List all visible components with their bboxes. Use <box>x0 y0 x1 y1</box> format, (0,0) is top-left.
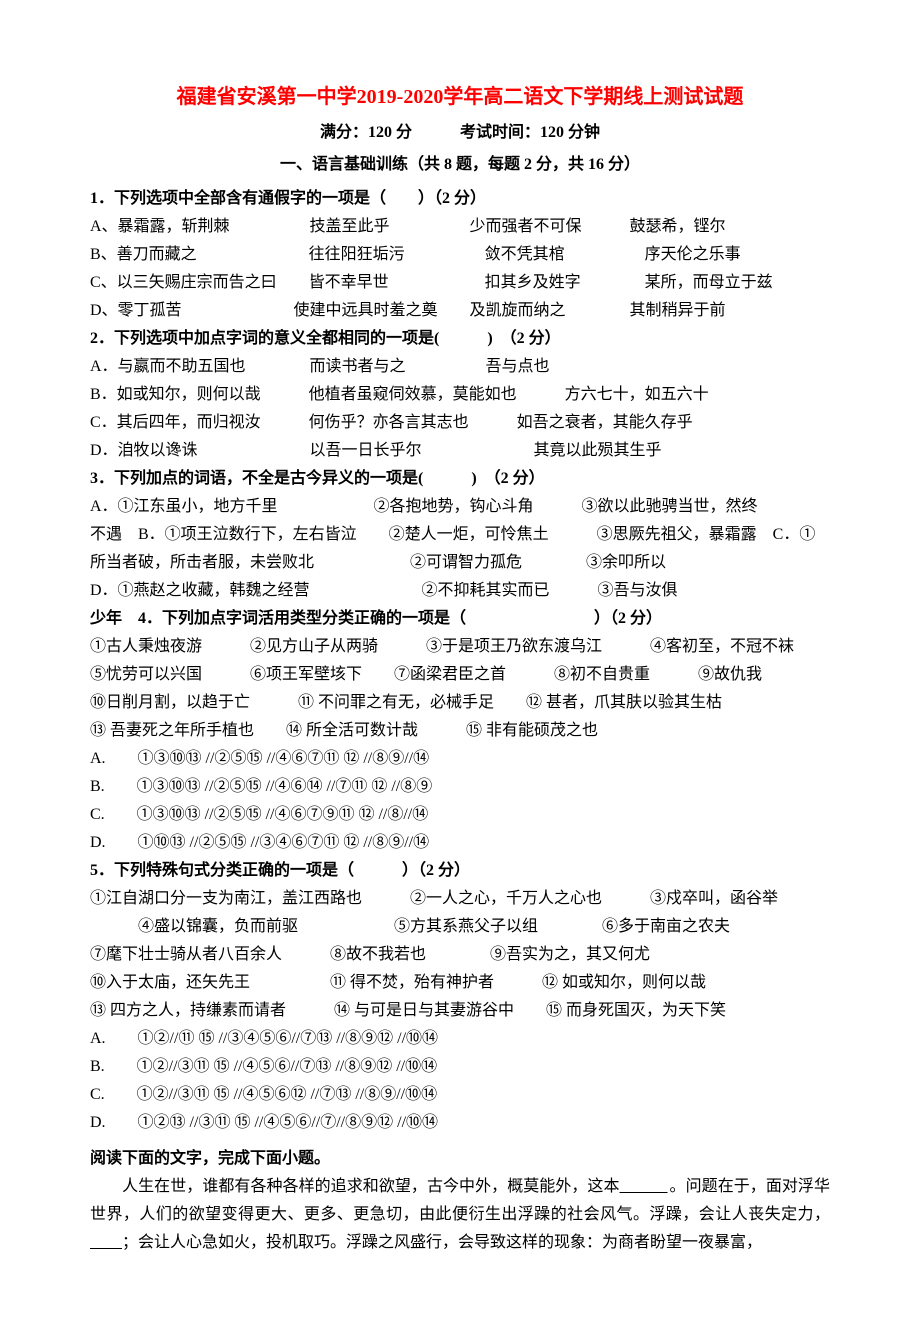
question-2: 2．下列选项中加点字词的意义全都相同的一项是( ) （2 分） A．与嬴而不助五… <box>90 325 830 465</box>
q4-option-c: C. ①③⑩⑬ //②⑤⑮ //④⑥⑦⑨⑪ ⑫ //⑧//⑭ <box>90 801 830 829</box>
q5-row2: ④盛以锦囊，负而前驱 ⑤方其系燕父子以组 ⑥多于南亩之农夫 <box>90 913 830 941</box>
passage-p1a: 人生在世，谁都有各种各样的追求和欲望，古今中外，概莫能外，这本 <box>90 1178 620 1195</box>
q4-stem: 少年 4．下列加点字词活用类型分类正确的一项是（ ）（2 分） <box>90 605 830 633</box>
question-4: 少年 4．下列加点字词活用类型分类正确的一项是（ ）（2 分） ①古人秉烛夜游 … <box>90 605 830 857</box>
q5-row5: ⑬ 四方之人，持缣素而请者 ⑭ 与可是日与其妻游谷中 ⑮ 而身死国灭，为天下笑 <box>90 997 830 1025</box>
blank-1 <box>620 1173 670 1201</box>
question-3: 3．下列加点的词语，不全是古今异义的一项是( ) （2 分） A．①江东虽小，地… <box>90 465 830 605</box>
q5-row4: ⑩入于太庙，还矢先王 ⑪ 得不焚，殆有神护者 ⑫ 如或知尔，则何以哉 <box>90 969 830 997</box>
passage-paragraph-1: 人生在世，谁都有各种各样的追求和欲望，古今中外，概莫能外，这本 。问题在于，面对… <box>90 1173 830 1257</box>
q1-option-c: C、以三矢赐庄宗而告之曰 皆不幸早世 扣其乡及姓字 某所，而母立于兹 <box>90 269 830 297</box>
blank-2 <box>90 1229 122 1257</box>
passage-p1c: ；会让人心急如火，投机取巧。浮躁之风盛行，会导致这样的现象：为商者盼望一夜暴富， <box>122 1234 762 1251</box>
q3-line4: D．①燕赵之收藏，韩魏之经营 ②不抑耗其实而已 ③吾与汝俱 <box>90 577 830 605</box>
q1-option-b: B、善刀而藏之 往往阳狂垢污 敛不凭其棺 序天伦之乐事 <box>90 241 830 269</box>
question-1: 1．下列选项中全部含有通假字的一项是（ ）（2 分） A、暴霜露，斩荆棘 技盖至… <box>90 185 830 325</box>
q4-row3: ⑩日削月割，以趋于亡 ⑪ 不问罪之有无，必械手足 ⑫ 甚者，爪其肤以验其生枯 <box>90 689 830 717</box>
q2-stem: 2．下列选项中加点字词的意义全都相同的一项是( ) （2 分） <box>90 325 830 353</box>
q2-option-c: C．其后四年，而归视汝 何伤乎？亦各言其志也 如吾之衰者，其能久存乎 <box>90 409 830 437</box>
q4-option-a: A. ①③⑩⑬ //②⑤⑮ //④⑥⑦⑪ ⑫ //⑧⑨//⑭ <box>90 745 830 773</box>
q5-option-c: C. ①②//③⑪ ⑮ //④⑤⑥⑫ //⑦⑬ //⑧⑨//⑩⑭ <box>90 1081 830 1109</box>
q1-option-d: D、零丁孤苦 使建中远具时羞之奠 及凯旋而纳之 其制稍异于前 <box>90 297 830 325</box>
passage-heading: 阅读下面的文字，完成下面小题。 <box>90 1145 830 1173</box>
q3-line1: A．①江东虽小，地方千里 ②各抱地势，钩心斗角 ③欲以此驰骋当世，然终 <box>90 493 830 521</box>
q4-row2: ⑤忧劳可以兴国 ⑥项王军壁垓下 ⑦函梁君臣之首 ⑧初不自贵重 ⑨故仇我 <box>90 661 830 689</box>
q1-option-a: A、暴霜露，斩荆棘 技盖至此乎 少而强者不可保 鼓瑟希，铿尔 <box>90 213 830 241</box>
q3-line2: 不遇 B．①项王泣数行下，左右皆泣 ②楚人一炬，可怜焦土 ③思厥先祖父，暴霜露 … <box>90 521 830 549</box>
q2-option-a: A．与嬴而不助五国也 而读书者与之 吾与点也 <box>90 353 830 381</box>
q5-option-b: B. ①②//③⑪ ⑮ //④⑤⑥//⑦⑬ //⑧⑨⑫ //⑩⑭ <box>90 1053 830 1081</box>
q4-row4: ⑬ 吾妻死之年所手植也 ⑭ 所全活可数计哉 ⑮ 非有能硕茂之也 <box>90 717 830 745</box>
question-5: 5．下列特殊句式分类正确的一项是（ ）（2 分） ①江自湖口分一支为南江，盖江西… <box>90 857 830 1137</box>
section-heading: 一、语言基础训练（共 8 题，每题 2 分，共 16 分） <box>90 151 830 179</box>
q5-row1: ①江自湖口分一支为南江，盖江西路也 ②一人之心，千万人之心也 ③戍卒叫，函谷举 <box>90 885 830 913</box>
q5-option-d: D. ①②⑬ //③⑪ ⑮ //④⑤⑥//⑦//⑧⑨⑫ //⑩⑭ <box>90 1109 830 1137</box>
q3-line3: 所当者破，所击者服，未尝败北 ②可谓智力孤危 ③余叩所以 <box>90 549 830 577</box>
q4-row1: ①古人秉烛夜游 ②见方山子从两骑 ③于是项王乃欲东渡乌江 ④客初至，不冠不袜 <box>90 633 830 661</box>
q2-option-b: B．如或知尔，则何以哉 他植者虽窥伺效慕，莫能如也 方六七十，如五六十 <box>90 381 830 409</box>
reading-passage: 阅读下面的文字，完成下面小题。 人生在世，谁都有各种各样的追求和欲望，古今中外，… <box>90 1145 830 1257</box>
page-title: 福建省安溪第一中学2019-2020学年高二语文下学期线上测试试题 <box>90 80 830 115</box>
q5-option-a: A. ①②//⑪ ⑮ //③④⑤⑥//⑦⑬ //⑧⑨⑫ //⑩⑭ <box>90 1025 830 1053</box>
q1-stem: 1．下列选项中全部含有通假字的一项是（ ）（2 分） <box>90 185 830 213</box>
q3-stem: 3．下列加点的词语，不全是古今异义的一项是( ) （2 分） <box>90 465 830 493</box>
q4-option-b: B. ①③⑩⑬ //②⑤⑮ //④⑥⑭ //⑦⑪ ⑫ //⑧⑨ <box>90 773 830 801</box>
q2-option-d: D．洎牧以谗诛 以吾一日长乎尔 其竟以此殒其生乎 <box>90 437 830 465</box>
exam-meta: 满分：120 分 考试时间：120 分钟 <box>90 119 830 147</box>
q4-option-d: D. ①⑩⑬ //②⑤⑮ //③④⑥⑦⑪ ⑫ //⑧⑨//⑭ <box>90 829 830 857</box>
q5-row3: ⑦麾下壮士骑从者八百余人 ⑧故不我若也 ⑨吾实为之，其又何尤 <box>90 941 830 969</box>
q5-stem: 5．下列特殊句式分类正确的一项是（ ）（2 分） <box>90 857 830 885</box>
